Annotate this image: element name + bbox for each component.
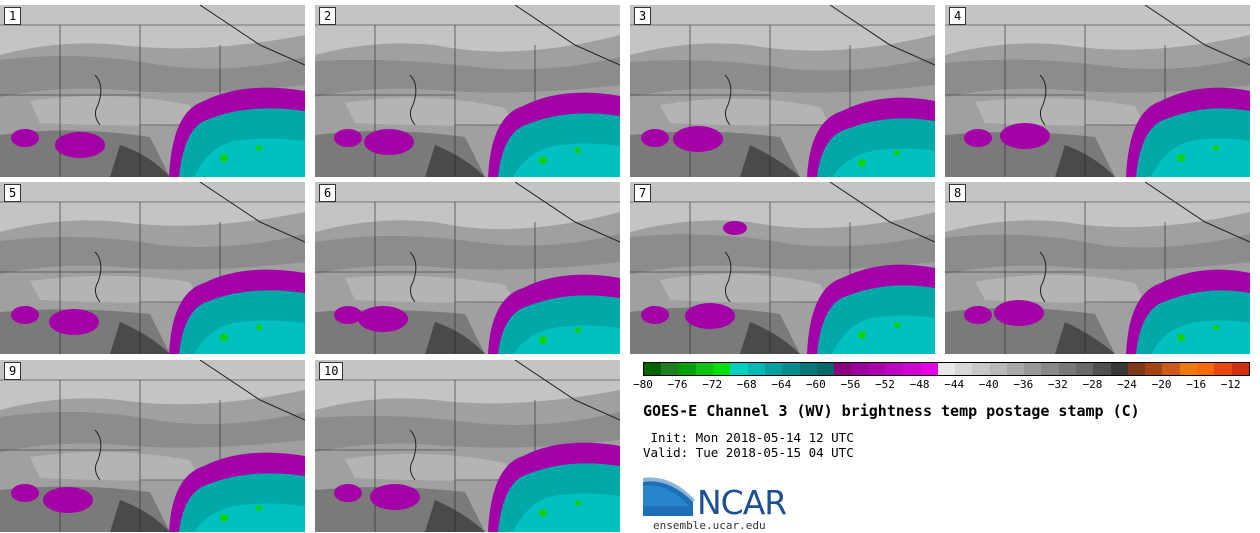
postage-stamp-panel: 3 (630, 5, 935, 177)
postage-stamp-panel: 7 (630, 182, 935, 354)
colorbar-tick-label: −20 (1151, 378, 1172, 391)
panel-number-label: 8 (949, 184, 967, 202)
colorbar-tick-label: −76 (667, 378, 688, 391)
wv-brightness-map (315, 182, 620, 354)
wv-brightness-map (0, 360, 305, 532)
wv-brightness-map (0, 5, 305, 177)
colorbar-segment (1076, 363, 1094, 375)
colorbar-tick-label: −64 (771, 378, 792, 391)
valid-time: Valid: Tue 2018-05-15 04 UTC (643, 445, 854, 460)
colorbar-tick-label: −56 (840, 378, 861, 391)
colorbar-segment (644, 363, 662, 375)
wv-brightness-map (630, 182, 935, 354)
panel-number-label: 7 (634, 184, 652, 202)
colorbar-segment (1145, 363, 1163, 375)
wv-brightness-map (0, 182, 305, 354)
panel-number-label: 4 (949, 7, 967, 25)
colorbar-tick-label: −32 (1047, 378, 1068, 391)
colorbar-segment (1162, 363, 1180, 375)
colorbar-segment (834, 363, 852, 375)
postage-stamp-panel: 4 (945, 5, 1250, 177)
postage-stamp-panel: 10 (315, 360, 620, 532)
colorbar-tick-label: −24 (1117, 378, 1137, 391)
figure-title: GOES-E Channel 3 (WV) brightness temp po… (643, 402, 1140, 420)
postage-stamp-panel: 8 (945, 182, 1250, 354)
ncar-wordmark: NCAR (697, 483, 787, 522)
colorbar-tick-label: −28 (1082, 378, 1103, 391)
colorbar-tick-label: −48 (909, 378, 930, 391)
colorbar-segment (1197, 363, 1215, 375)
ncar-logo-icon (643, 477, 695, 516)
colorbar-segment (955, 363, 973, 375)
colorbar-segment (678, 363, 696, 375)
colorbar (643, 362, 1250, 376)
postage-stamp-panel: 1 (0, 5, 305, 177)
colorbar-tick-label: −72 (702, 378, 723, 391)
colorbar-segment (1110, 363, 1128, 375)
colorbar-segment (972, 363, 990, 375)
colorbar-segment (799, 363, 817, 375)
colorbar-segment (903, 363, 921, 375)
colorbar-segment (695, 363, 714, 375)
colorbar-tick-label: −36 (1013, 378, 1034, 391)
colorbar-segment (1231, 363, 1249, 375)
wv-brightness-map (630, 5, 935, 177)
colorbar-segment (1179, 363, 1197, 375)
colorbar-segment (730, 363, 748, 375)
colorbar-segment (989, 363, 1007, 375)
colorbar-segment (816, 363, 835, 375)
colorbar-segment (1093, 363, 1111, 375)
wv-brightness-map (945, 5, 1250, 177)
colorbar-tick-label: −44 (944, 378, 965, 391)
colorbar-tick-label: −60 (805, 378, 826, 391)
wv-brightness-map (315, 5, 620, 177)
colorbar-segment (1041, 363, 1059, 375)
colorbar-tick-label: −80 (633, 378, 653, 391)
colorbar-segment (1006, 363, 1025, 375)
colorbar-tick-label: −40 (978, 378, 999, 391)
colorbar-segment (782, 363, 800, 375)
panel-number-label: 6 (319, 184, 337, 202)
colorbar-segment (851, 363, 869, 375)
panel-number-label: 9 (4, 362, 22, 380)
colorbar-segment (1214, 363, 1232, 375)
init-time: Init: Mon 2018-05-14 12 UTC (643, 430, 854, 445)
colorbar-tick-label: −16 (1186, 378, 1207, 391)
panel-number-label: 5 (4, 184, 22, 202)
colorbar-segment (1127, 363, 1146, 375)
colorbar-segment (1058, 363, 1077, 375)
postage-stamp-panel: 9 (0, 360, 305, 532)
colorbar-tick-label: −12 (1220, 378, 1241, 391)
panel-number-label: 3 (634, 7, 652, 25)
ensemble-url: ensemble.ucar.edu (653, 519, 766, 532)
colorbar-segment (747, 363, 765, 375)
colorbar-segment (937, 363, 956, 375)
colorbar-segment (764, 363, 783, 375)
colorbar-segment (885, 363, 904, 375)
postage-stamp-panel: 2 (315, 5, 620, 177)
postage-stamp-panel: 6 (315, 182, 620, 354)
wv-brightness-map (315, 360, 620, 532)
colorbar-segment (713, 363, 731, 375)
colorbar-segment (1024, 363, 1042, 375)
colorbar-ticks: −80 −76 −72 −68 −64 −60 −56 −52 −48 −44 −40 −36 −32 −… (633, 378, 1248, 392)
colorbar-segment (661, 363, 679, 375)
panel-number-label: 2 (319, 7, 337, 25)
colorbar-tick-label: −52 (875, 378, 895, 391)
colorbar-tick-label: −68 (736, 378, 757, 391)
panel-number-label: 1 (4, 7, 22, 25)
wv-brightness-map (945, 182, 1250, 354)
postage-stamp-panel: 5 (0, 182, 305, 354)
panel-number-label: 10 (319, 362, 344, 380)
colorbar-segment (868, 363, 886, 375)
colorbar-segment (920, 363, 938, 375)
